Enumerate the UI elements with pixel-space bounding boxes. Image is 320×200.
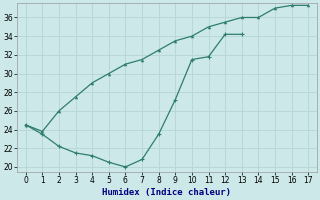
X-axis label: Humidex (Indice chaleur): Humidex (Indice chaleur): [102, 188, 231, 197]
